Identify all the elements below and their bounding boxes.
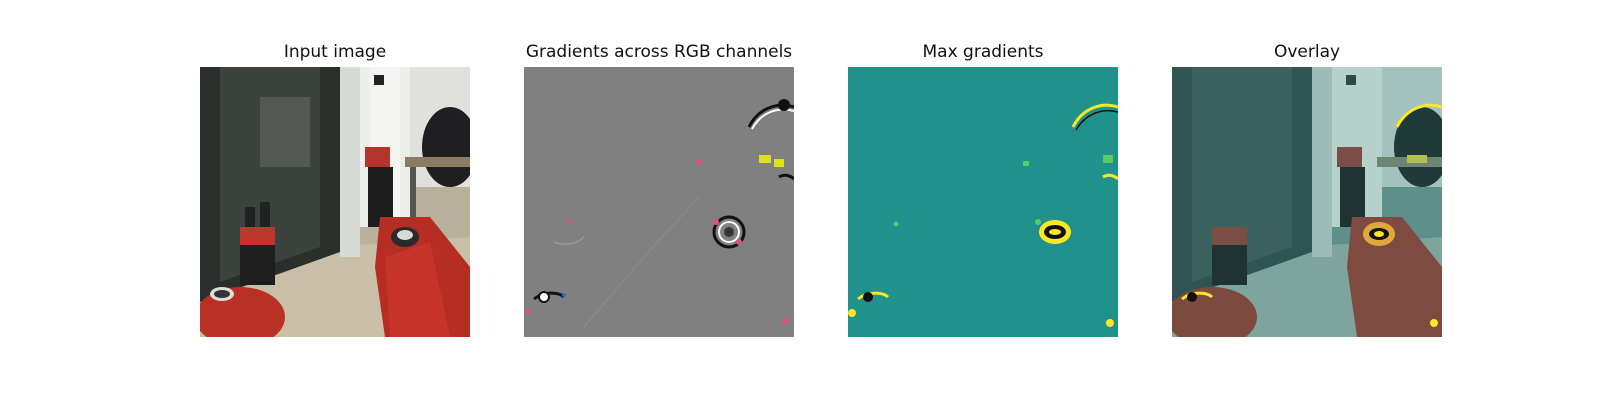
panel-title: Overlay: [1273, 42, 1341, 62]
panel-rgb-gradients: Gradients across RGB channels: [524, 0, 794, 400]
panel-title: Input image: [283, 42, 387, 62]
overlay-image: [1172, 67, 1442, 337]
panel-title: Gradients across RGB channels: [525, 42, 793, 62]
rgb-gradients-image: [524, 67, 794, 337]
panel-input-image: Input image: [200, 0, 470, 400]
panel-title: Max gradients: [922, 42, 1044, 62]
panel-max-gradients: Max gradients: [848, 0, 1118, 400]
panel-overlay: Overlay: [1172, 0, 1442, 400]
input-image: [200, 67, 470, 337]
max-gradients-image: [848, 67, 1118, 337]
